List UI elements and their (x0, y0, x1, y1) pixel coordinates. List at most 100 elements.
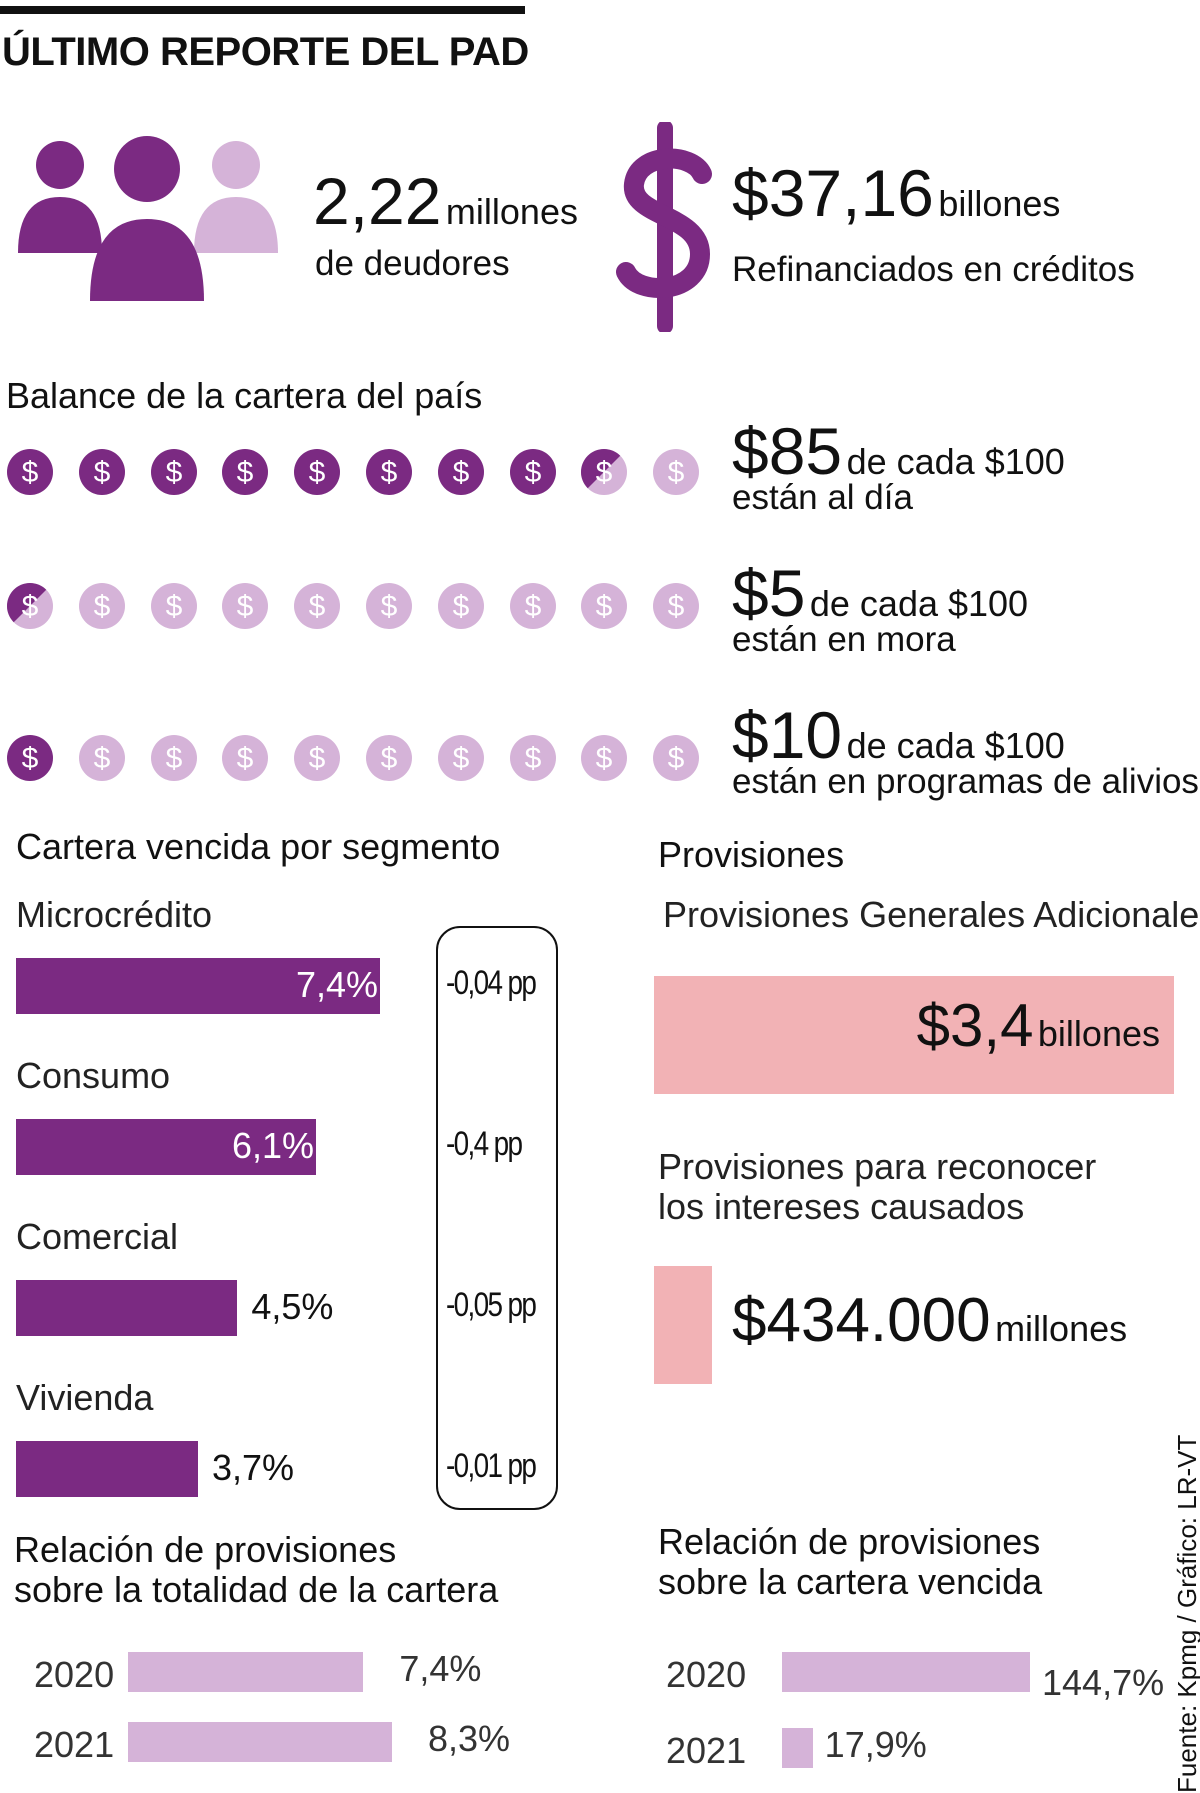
svg-text:$: $ (452, 456, 469, 489)
svg-text:$: $ (309, 742, 326, 775)
people-icon (18, 136, 278, 301)
segment-bar-chart: Microcrédito 7,4% Consumo 6,1% Comercial 4,5%… (0, 880, 430, 1510)
svg-text:$: $ (237, 590, 254, 623)
dollar-sign-icon (616, 122, 712, 332)
balance-row-3-unit: de cada $100 (846, 725, 1065, 766)
svg-text:$: $ (22, 456, 39, 489)
provisions-title: Provisiones (658, 834, 845, 875)
segment-category-label: Microcrédito (16, 894, 213, 935)
balance-row-3-caption: están en programas de alivios (732, 762, 1199, 801)
segment-bar (16, 958, 380, 1014)
balance-row-2-caption: están en mora (732, 620, 956, 659)
header-rule (0, 6, 525, 14)
dollar-coin-icon: $ (222, 735, 269, 781)
dollar-coin-icon: $ (653, 583, 700, 629)
total-ratio-bar-chart: 2020 7,4% 2021 8,3% (0, 1630, 560, 1790)
svg-text:$: $ (452, 590, 469, 623)
interest-provisions-label-1: Provisiones para reconocer (658, 1146, 1097, 1187)
dollar-coin-icon: $ (78, 735, 125, 781)
dollar-coin-icon: $ (437, 449, 484, 495)
segment-value-label: 7,4% (295, 964, 378, 1005)
ratio-bar (782, 1728, 813, 1768)
segment-bar (16, 1441, 198, 1497)
refinanced-unit: billones (938, 183, 1061, 224)
refinanced-figure: $37,16 billones (732, 160, 1060, 226)
svg-text:$: $ (596, 456, 613, 489)
segment-change-label: -0,4 pp (446, 1125, 523, 1163)
svg-text:$: $ (381, 590, 398, 623)
overdue-ratio-bar-chart: 2020 144,7% 2021 17,9% (650, 1630, 1170, 1790)
coin-row-3: $ $ $ $ $ $ $ $ $ $ (0, 728, 720, 788)
general-provisions-value: $3,4 (916, 992, 1034, 1059)
interest-provisions-box (654, 1266, 712, 1384)
svg-text:$: $ (381, 742, 398, 775)
svg-text:$: $ (93, 456, 110, 489)
balance-row-1-unit: de cada $100 (846, 441, 1065, 482)
overdue-ratio-title-line-1: Relación de provisiones (658, 1521, 1041, 1562)
change-box (436, 926, 558, 1510)
refinanced-value: $37,16 (732, 156, 934, 230)
interest-provisions-label-2: los intereses causados (658, 1186, 1025, 1227)
svg-text:$: $ (524, 742, 541, 775)
ratio-value-label: 17,9% (824, 1724, 927, 1765)
debtors-value: 2,22 (313, 164, 442, 238)
balance-row-3-figure: $10 de cada $100 (732, 702, 1065, 768)
svg-text:$: $ (524, 590, 541, 623)
svg-text:$: $ (381, 456, 398, 489)
svg-text:$: $ (22, 590, 39, 623)
balance-row-2-unit: de cada $100 (809, 583, 1029, 624)
balance-row-1-value: $85 (732, 414, 843, 488)
dollar-coin-icon: $ (437, 735, 484, 781)
svg-text:$: $ (165, 590, 182, 623)
ratio-value-label: 8,3% (428, 1718, 511, 1759)
segment-change-label: -0,05 pp (446, 1286, 537, 1324)
ratio-year-label: 2021 (34, 1724, 115, 1765)
dollar-coin-icon: $ (150, 583, 197, 629)
dollar-coin-icon: $ (509, 735, 556, 781)
segment-bar (16, 1280, 238, 1336)
interest-provisions-value: $434.000 (732, 1286, 991, 1355)
balance-row-1-figure: $85 de cada $100 (732, 418, 1065, 484)
svg-text:$: $ (165, 742, 182, 775)
balance-row-3-value: $10 (732, 698, 843, 772)
svg-text:$: $ (93, 742, 110, 775)
svg-text:$: $ (309, 456, 326, 489)
general-provisions-box (654, 976, 1174, 1094)
svg-text:$: $ (93, 590, 110, 623)
dollar-coin-icon: $ (222, 449, 269, 495)
svg-text:$: $ (524, 456, 541, 489)
ratio-year-label: 2020 (666, 1654, 747, 1695)
segment-change-label: -0,01 pp (446, 1447, 537, 1485)
ratio-value-label: 7,4% (399, 1648, 482, 1689)
segment-chart-title: Cartera vencida por segmento (16, 826, 501, 867)
dollar-coin-icon: $ (222, 583, 269, 629)
balance-row-2-figure: $5 de cada $100 (732, 560, 1028, 626)
dollar-coin-icon: $ (7, 583, 53, 629)
dollar-coin-icon: $ (78, 449, 125, 495)
segment-category-label: Vivienda (16, 1377, 154, 1418)
general-provisions-label: Provisiones Generales Adicionales (663, 894, 1200, 935)
dollar-coin-icon: $ (653, 449, 700, 495)
svg-text:$: $ (596, 742, 613, 775)
coin-row-1: $ $ $ $ $ $ $ $ $ $ (0, 442, 720, 502)
balance-row-2-value: $5 (732, 556, 806, 630)
ratio-bar (128, 1722, 392, 1762)
segment-category-label: Comercial (16, 1216, 179, 1257)
dollar-coin-icon: $ (294, 583, 341, 629)
svg-text:$: $ (309, 590, 326, 623)
ratio-bar (782, 1652, 1030, 1692)
change-labels: -0,04 pp -0,4 pp -0,05 pp -0,01 pp (446, 926, 558, 1510)
svg-text:$: $ (452, 742, 469, 775)
refinanced-caption: Refinanciados en créditos (732, 250, 1135, 289)
svg-text:$: $ (22, 742, 39, 775)
ratio-year-label: 2020 (34, 1654, 115, 1695)
dollar-coin-icon: $ (366, 735, 412, 781)
svg-text:$: $ (237, 742, 254, 775)
ratio-value-label: 144,7% (1042, 1662, 1165, 1703)
general-provisions-unit: billones (1037, 1013, 1160, 1054)
total-ratio-title: Relación de provisiones sobre la totalid… (14, 1530, 498, 1610)
segment-value-label: 6,1% (231, 1125, 315, 1166)
dollar-coin-icon: $ (509, 449, 556, 495)
total-ratio-title-line-1: Relación de provisiones (14, 1529, 397, 1570)
dollar-coin-icon: $ (78, 583, 125, 629)
